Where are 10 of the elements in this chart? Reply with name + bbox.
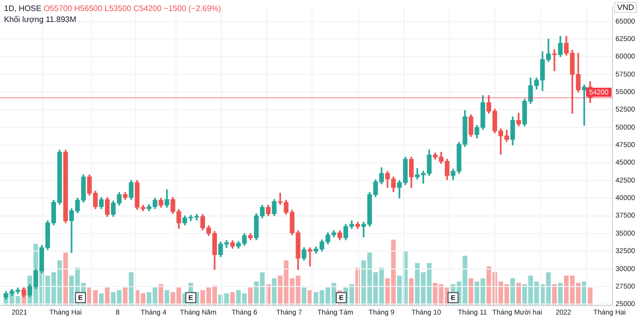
bar	[302, 287, 306, 306]
y-axis-title: VND	[614, 2, 637, 13]
annotation: O55700 H56500 L53500 C54200 −1500 (−2.69%)	[44, 4, 222, 13]
bar	[158, 284, 164, 306]
bar	[230, 292, 235, 306]
annotation: Khối lượng 11.893M	[4, 14, 78, 25]
candlestick	[308, 247, 312, 266]
bar	[468, 278, 474, 306]
chart-title: 1D, HOSE	[4, 4, 42, 13]
bar	[63, 252, 68, 306]
